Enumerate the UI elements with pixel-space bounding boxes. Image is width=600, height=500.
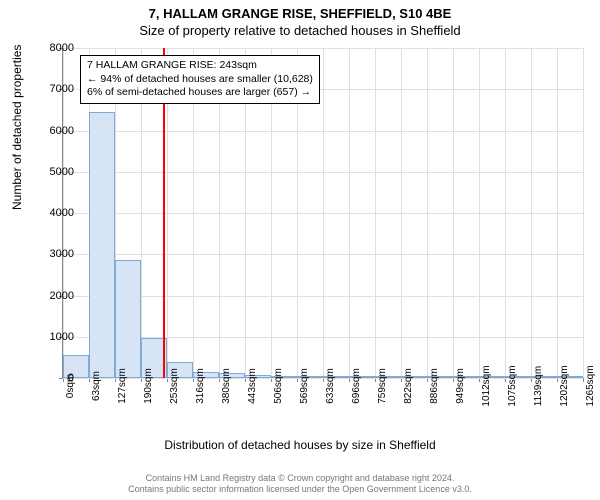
ytick-label: 6000 [34, 125, 74, 137]
chart-container: 7, HALLAM GRANGE RISE, SHEFFIELD, S10 4B… [0, 0, 600, 500]
grid-h-line [63, 378, 583, 379]
footer-line-1: Contains HM Land Registry data © Crown c… [0, 473, 600, 485]
xtick-label: 822sqm [403, 368, 414, 404]
grid-h-line [63, 296, 583, 297]
grid-h-line [63, 48, 583, 49]
histogram-bar [89, 112, 115, 378]
info-box: 7 HALLAM GRANGE RISE: 243sqm ← 94% of de… [80, 55, 320, 104]
ytick-label: 2000 [34, 290, 74, 302]
y-axis-label: Number of detached properties [10, 45, 24, 210]
footer-line-2: Contains public sector information licen… [0, 484, 600, 496]
xtick-label: 506sqm [273, 368, 284, 404]
xtick-label: 253sqm [169, 368, 180, 404]
xtick-label: 696sqm [351, 368, 362, 404]
chart-title-line2: Size of property relative to detached ho… [0, 21, 600, 42]
xtick-label: 1139sqm [533, 366, 544, 406]
xtick-label: 569sqm [299, 368, 310, 404]
xtick-label: 1265sqm [585, 365, 596, 406]
xtick-label: 1012sqm [481, 365, 492, 406]
grid-vline [583, 48, 584, 378]
xtick-label: 190sqm [143, 368, 154, 404]
xtick-label: 759sqm [377, 368, 388, 404]
xtick-label: 127sqm [117, 368, 128, 404]
grid-h-line [63, 213, 583, 214]
grid-h-line [63, 172, 583, 173]
chart-area: 7 HALLAM GRANGE RISE: 243sqm ← 94% of de… [62, 48, 582, 378]
histogram-bar [115, 260, 141, 378]
ytick-label: 1000 [34, 331, 74, 343]
xtick-label: 63sqm [91, 371, 102, 401]
xtick-label: 1075sqm [507, 365, 518, 406]
xtick-label: 886sqm [429, 368, 440, 404]
ytick-label: 8000 [34, 42, 74, 54]
grid-h-line [63, 254, 583, 255]
info-line-2: ← 94% of detached houses are smaller (10… [87, 73, 313, 87]
xtick-label: 443sqm [247, 368, 258, 404]
ytick-label: 4000 [34, 207, 74, 219]
info-line-1: 7 HALLAM GRANGE RISE: 243sqm [87, 59, 313, 73]
xtick-label: 633sqm [325, 368, 336, 404]
xtick-label: 1202sqm [559, 365, 570, 406]
x-axis-label: Distribution of detached houses by size … [0, 438, 600, 452]
xtick-label: 380sqm [221, 368, 232, 404]
xtick-mark [583, 378, 584, 382]
footer: Contains HM Land Registry data © Crown c… [0, 473, 600, 496]
xtick-label: 949sqm [455, 368, 466, 404]
chart-title-line1: 7, HALLAM GRANGE RISE, SHEFFIELD, S10 4B… [0, 0, 600, 21]
grid-h-line [63, 131, 583, 132]
info-line-3: 6% of semi-detached houses are larger (6… [87, 86, 313, 100]
ytick-label: 0 [34, 372, 74, 384]
xtick-label: 316sqm [195, 368, 206, 404]
ytick-label: 5000 [34, 166, 74, 178]
ytick-label: 7000 [34, 83, 74, 95]
ytick-label: 3000 [34, 248, 74, 260]
